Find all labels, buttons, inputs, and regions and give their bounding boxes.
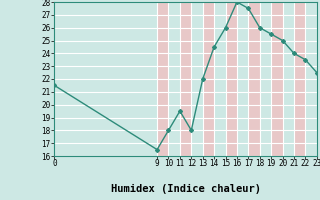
Bar xyxy=(294,2,305,156)
Bar xyxy=(226,2,237,156)
Bar xyxy=(180,2,191,156)
Bar xyxy=(157,2,169,156)
X-axis label: Humidex (Indice chaleur): Humidex (Indice chaleur) xyxy=(111,184,260,194)
Bar xyxy=(203,2,214,156)
Bar xyxy=(248,2,260,156)
Bar xyxy=(271,2,283,156)
